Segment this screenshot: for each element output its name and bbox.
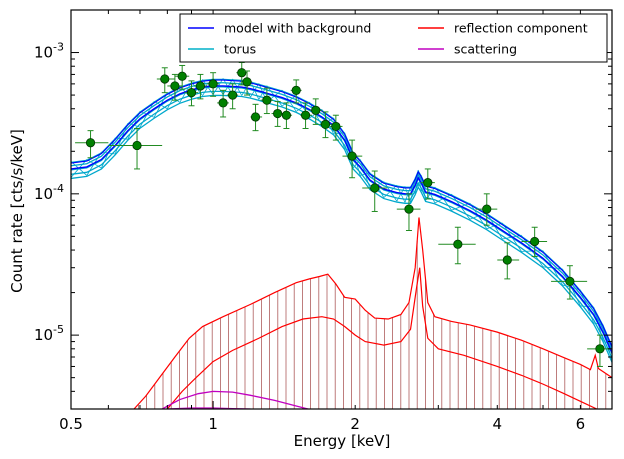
data-marker bbox=[595, 344, 605, 354]
legend-entry: scattering bbox=[418, 42, 517, 57]
data-point bbox=[330, 114, 343, 141]
data-marker bbox=[242, 77, 252, 87]
torus-band-line bbox=[71, 82, 612, 350]
data-marker bbox=[530, 236, 540, 247]
data-point bbox=[260, 87, 274, 115]
y-tick-label: 10-3 bbox=[34, 41, 64, 62]
data-marker bbox=[177, 71, 187, 81]
data-point bbox=[497, 242, 520, 280]
y-axis-label: Count rate [cts/s/keV] bbox=[8, 129, 26, 293]
reflection-curve-upper bbox=[133, 217, 612, 409]
model-curve bbox=[71, 85, 612, 354]
data-marker bbox=[228, 90, 238, 100]
legend-label: model with background bbox=[224, 21, 371, 36]
data-marker bbox=[502, 255, 512, 265]
data-point bbox=[236, 62, 248, 86]
data-point bbox=[174, 64, 190, 90]
x-tick-label: 4 bbox=[493, 415, 503, 433]
data-point bbox=[420, 168, 435, 200]
data-point bbox=[551, 265, 588, 300]
reflection-hatch bbox=[137, 240, 607, 409]
data-marker bbox=[273, 108, 283, 119]
data-point bbox=[108, 127, 163, 170]
data-point bbox=[521, 226, 548, 258]
data-marker bbox=[311, 105, 321, 115]
data-point bbox=[167, 73, 183, 101]
data-point bbox=[250, 103, 263, 132]
legend-label: torus bbox=[224, 42, 256, 57]
reflection-curve-lower bbox=[166, 267, 599, 409]
data-marker bbox=[262, 95, 272, 105]
legend-label: reflection component bbox=[454, 21, 588, 36]
legend-entry: model with background bbox=[188, 21, 371, 36]
legend-entry: torus bbox=[188, 42, 256, 57]
x-tick-label: 6 bbox=[576, 415, 586, 433]
data-marker bbox=[565, 276, 575, 286]
data-marker bbox=[320, 119, 331, 130]
x-tick-label: 2 bbox=[350, 415, 360, 433]
x-tick-labels: 0.5 1 2 4 6 bbox=[59, 415, 585, 433]
data-point bbox=[396, 193, 421, 232]
data-marker bbox=[208, 79, 218, 89]
data-point bbox=[226, 83, 239, 110]
data-marker bbox=[281, 110, 292, 120]
torus-band-line bbox=[71, 94, 612, 363]
data-points bbox=[75, 62, 612, 367]
data-marker bbox=[347, 151, 357, 161]
data-point bbox=[217, 89, 229, 118]
plot-frame bbox=[70, 9, 613, 410]
data-point bbox=[193, 73, 207, 100]
data-marker bbox=[160, 74, 170, 84]
data-marker bbox=[423, 178, 433, 188]
data-point bbox=[290, 79, 302, 104]
y-tick-labels: 10-5 10-4 10-3 bbox=[34, 41, 64, 345]
legend-entry: reflection component bbox=[418, 21, 588, 36]
data-point bbox=[300, 102, 312, 129]
data-point bbox=[319, 111, 332, 139]
data-point bbox=[280, 102, 293, 129]
scattering-curve-upper bbox=[161, 390, 311, 409]
data-point bbox=[206, 72, 220, 97]
data-point bbox=[362, 170, 388, 212]
data-point bbox=[241, 70, 253, 96]
y-tick-label: 10-4 bbox=[34, 182, 64, 203]
axis-ticks bbox=[70, 9, 613, 410]
data-point bbox=[309, 98, 322, 125]
data-marker bbox=[186, 88, 197, 98]
data-marker bbox=[250, 112, 261, 122]
x-tick-label: 1 bbox=[208, 415, 218, 433]
data-marker bbox=[218, 98, 228, 108]
data-marker bbox=[85, 138, 96, 148]
torus-band-line bbox=[71, 90, 612, 359]
legend: model with background reflection componen… bbox=[179, 13, 608, 63]
data-point bbox=[587, 334, 612, 367]
data-marker bbox=[300, 110, 311, 120]
data-point bbox=[184, 80, 199, 107]
data-marker bbox=[291, 85, 301, 95]
legend-box bbox=[179, 13, 608, 63]
y-tick-label: 10-5 bbox=[34, 323, 64, 344]
data-marker bbox=[170, 81, 180, 91]
data-marker bbox=[404, 204, 414, 214]
x-tick-label: 0.5 bbox=[59, 415, 83, 433]
legend-label: scattering bbox=[454, 42, 517, 57]
data-marker bbox=[453, 239, 463, 249]
data-marker bbox=[237, 68, 247, 78]
data-point bbox=[342, 139, 363, 179]
data-point bbox=[438, 226, 476, 265]
data-point bbox=[475, 193, 498, 226]
data-marker bbox=[482, 204, 492, 214]
data-point bbox=[75, 130, 109, 159]
x-axis-label: Energy [keV] bbox=[294, 432, 391, 450]
data-marker bbox=[370, 183, 380, 193]
data-marker bbox=[195, 81, 206, 91]
data-point bbox=[271, 101, 284, 127]
data-marker bbox=[331, 121, 341, 132]
data-point bbox=[156, 67, 175, 94]
data-marker bbox=[132, 140, 142, 151]
model-curves bbox=[71, 78, 612, 409]
